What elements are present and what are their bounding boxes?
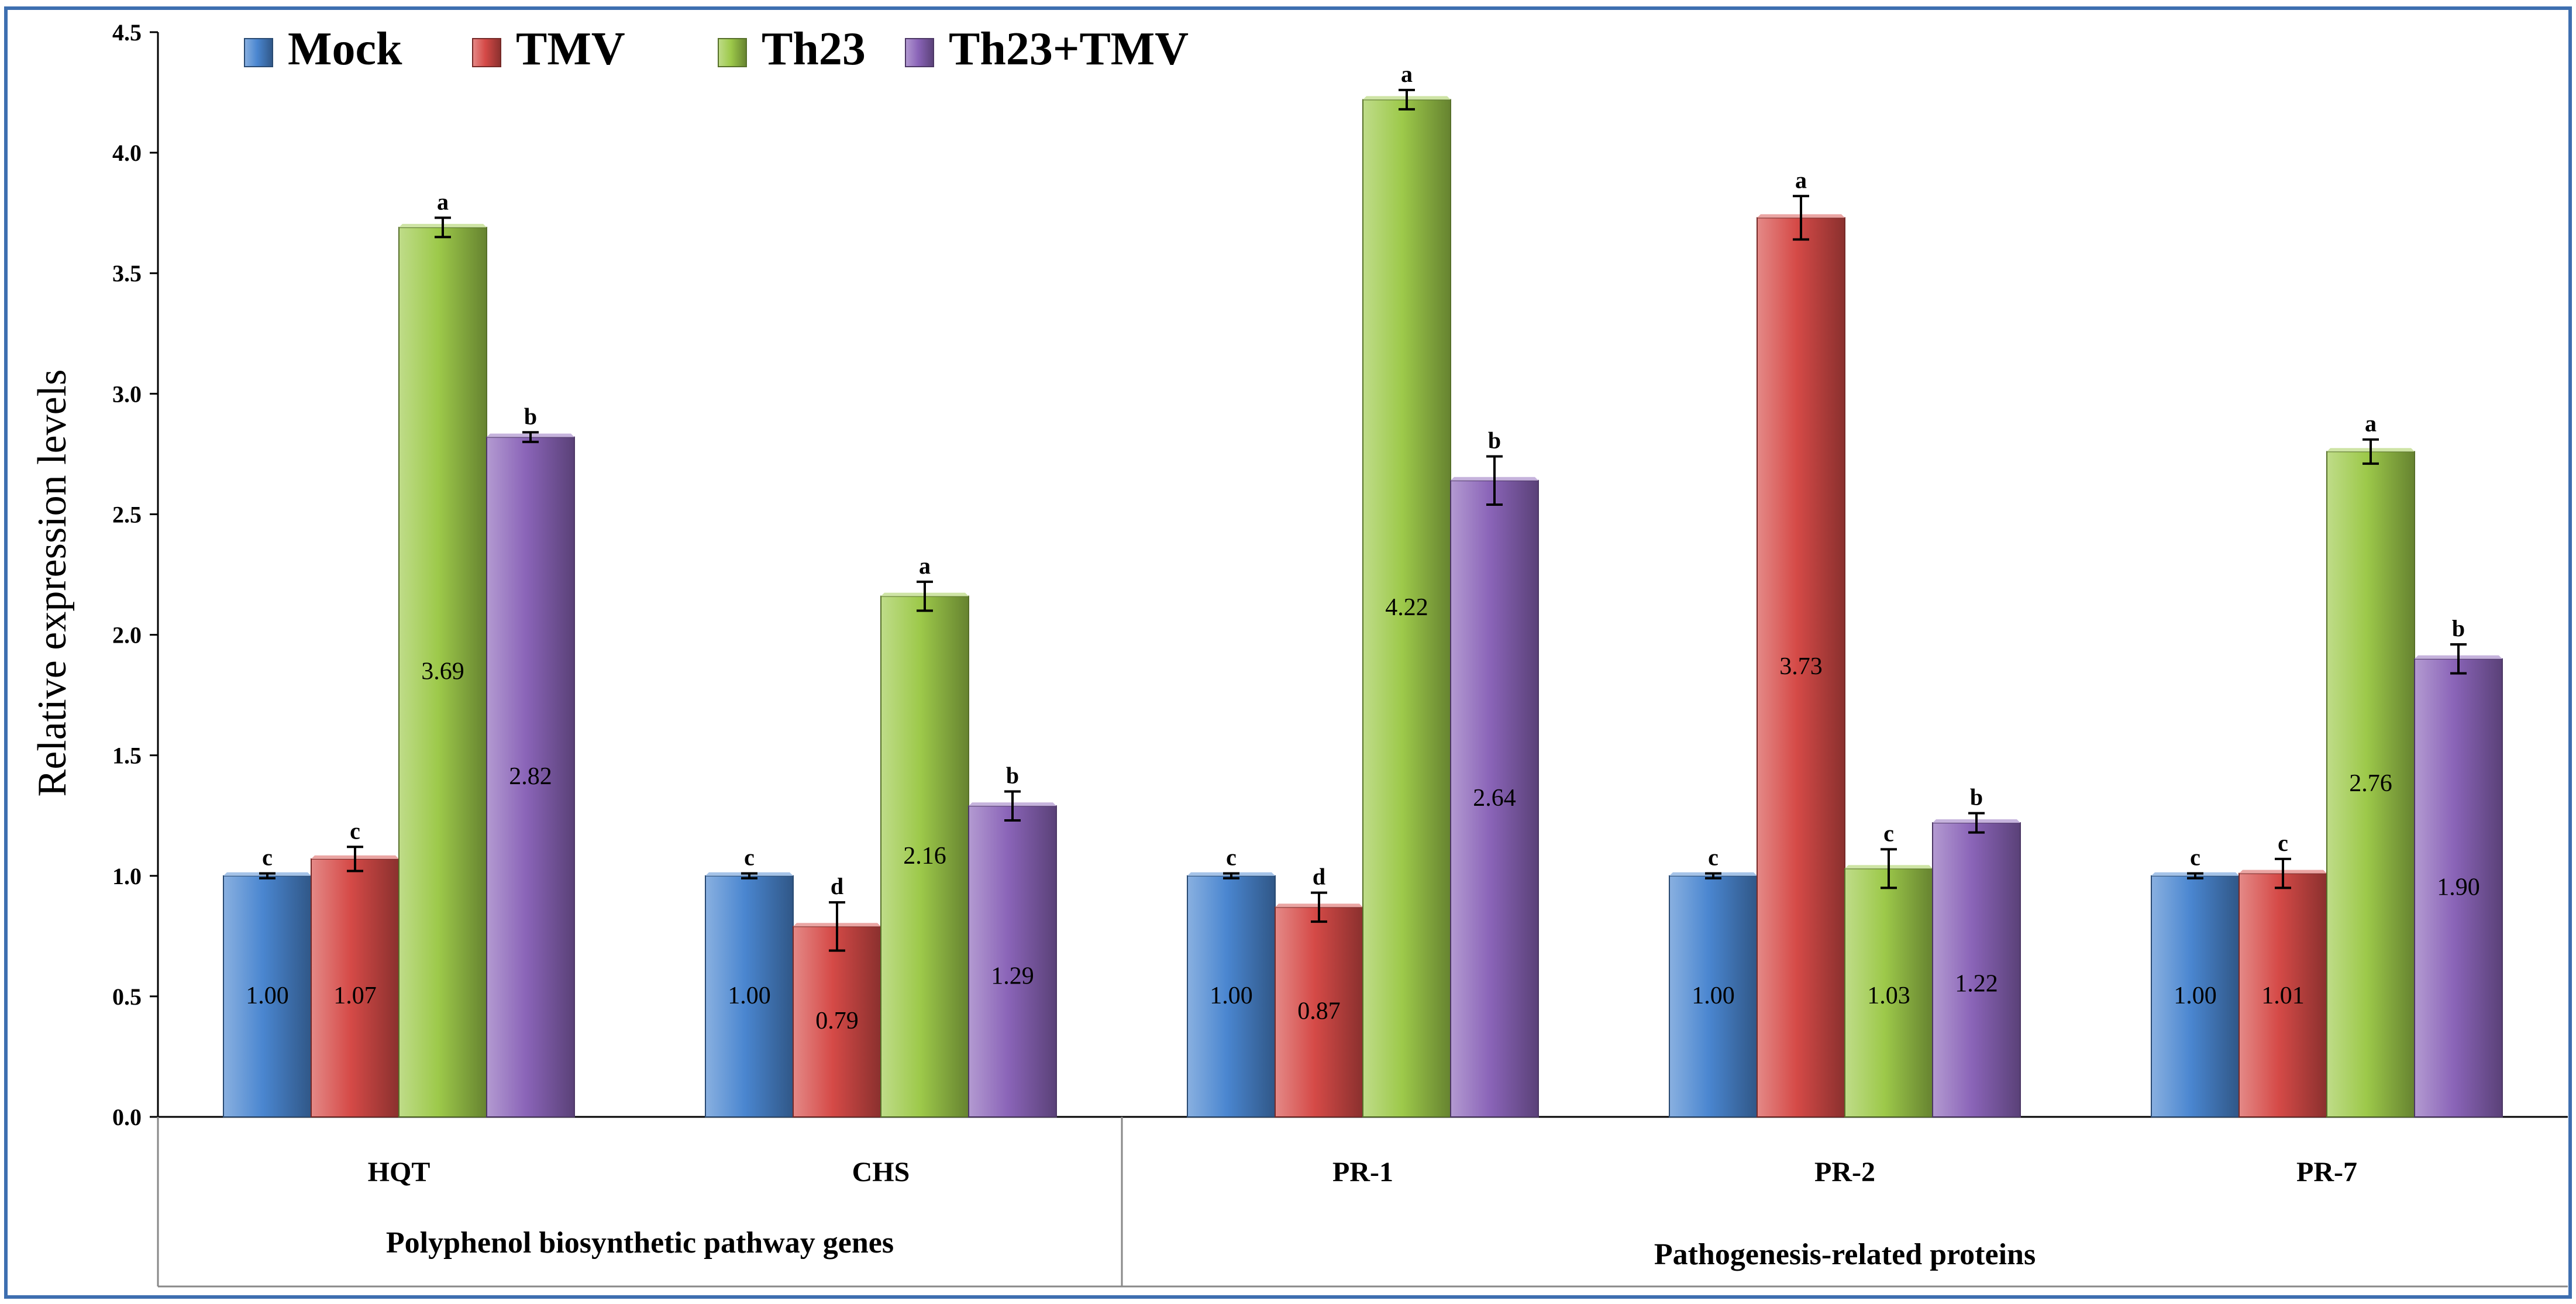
significance-letter: b <box>1970 784 1983 810</box>
bar <box>2414 658 2503 1118</box>
significance-letter: d <box>1313 864 1325 890</box>
bar-value-label: 3.73 <box>1779 653 1823 680</box>
y-tick-label: 0.0 <box>112 1104 142 1130</box>
bar-value-label: 2.82 <box>509 763 552 790</box>
legend-label: Mock <box>288 23 402 75</box>
significance-letter: a <box>2365 410 2377 437</box>
significance-letter: c <box>350 817 360 844</box>
legend-swatch <box>718 38 747 67</box>
bar-value-label: 1.00 <box>1210 982 1253 1009</box>
legend-swatch <box>244 38 273 67</box>
significance-letter: b <box>524 403 537 429</box>
bar-value-label: 2.76 <box>2349 770 2392 797</box>
y-axis-title: Relative expression levels <box>30 370 75 797</box>
significance-letter: a <box>1401 61 1413 87</box>
x-category-label: CHS <box>852 1157 910 1188</box>
x-category-label: PR-7 <box>2296 1157 2357 1188</box>
legend-swatch <box>472 38 501 67</box>
bar-value-label: 1.03 <box>1867 982 1910 1009</box>
bar-value-label: 1.90 <box>2437 874 2480 901</box>
significance-letter: c <box>262 844 273 871</box>
x-category-label: PR-2 <box>1814 1157 1875 1188</box>
significance-letter: c <box>2278 830 2288 856</box>
bar <box>311 858 400 1118</box>
significance-letter: a <box>1795 167 1807 193</box>
y-tick-label: 1.0 <box>112 863 142 889</box>
bar-value-label: 0.79 <box>815 1008 859 1034</box>
bar <box>2326 451 2415 1117</box>
x-category-label: PR-1 <box>1332 1157 1393 1188</box>
bar <box>398 226 487 1117</box>
bar <box>1844 868 1933 1118</box>
bar <box>968 805 1057 1117</box>
y-tick-label: 0.5 <box>112 984 142 1010</box>
significance-letter: c <box>1883 820 1894 846</box>
bar <box>1362 99 1451 1117</box>
bar-value-label: 3.69 <box>421 658 464 685</box>
bar-value-label: 1.29 <box>991 963 1034 990</box>
bar <box>223 875 312 1118</box>
bar <box>486 436 575 1117</box>
bar-value-label: 1.07 <box>333 982 377 1009</box>
significance-letter: b <box>2452 615 2465 641</box>
x-group-label: Polyphenol biosynthetic pathway genes <box>386 1226 894 1260</box>
legend-label: TMV <box>516 23 625 75</box>
data-labels: c 1.00 c 1.07 a 3.69 b 2.82 c 1.00 d 0.79 a 2.16 b 1.29… <box>246 61 2480 1034</box>
bar-value-label: 1.22 <box>1955 971 1998 998</box>
significance-letter: c <box>1708 844 1719 871</box>
y-tick-label: 1.5 <box>112 743 142 769</box>
bar-value-label: 0.87 <box>1297 998 1341 1025</box>
x-group-label: Pathogenesis-related proteins <box>1654 1238 2036 1271</box>
legend-swatch <box>905 38 934 67</box>
y-tick-label: 3.5 <box>112 260 142 287</box>
significance-letter: d <box>831 873 843 899</box>
significance-letter: c <box>744 844 755 871</box>
bars <box>223 88 2503 1118</box>
bar <box>2151 875 2240 1118</box>
bar-value-label: 1.01 <box>2261 982 2305 1009</box>
bar-value-label: 1.00 <box>246 982 289 1009</box>
significance-letter: b <box>1488 427 1501 454</box>
y-tick-label: 4.5 <box>112 19 142 46</box>
bar-value-label: 2.64 <box>1473 785 1516 812</box>
y-tick-label: 2.0 <box>112 622 142 648</box>
bar-value-label: 4.22 <box>1385 594 1428 621</box>
y-tick-label: 2.5 <box>112 501 142 527</box>
bar <box>1450 479 1539 1118</box>
bar <box>1187 875 1276 1118</box>
x-category-label: HQT <box>368 1157 431 1188</box>
y-tick-label: 3.0 <box>112 381 142 407</box>
legend-label: Th23 <box>762 23 866 75</box>
significance-letter: a <box>919 553 931 579</box>
significance-letter: c <box>1226 844 1237 871</box>
bar <box>880 595 969 1117</box>
y-tick-label: 4.0 <box>112 140 142 166</box>
legend: Mock TMV Th23 Th23+TMV <box>244 23 1189 75</box>
significance-letter: b <box>1006 763 1019 789</box>
bar <box>1932 822 2021 1117</box>
bar-value-label: 2.16 <box>903 843 946 870</box>
significance-letter: a <box>437 188 449 215</box>
bar <box>1757 217 1845 1117</box>
significance-letter: c <box>2190 844 2200 871</box>
bar <box>1275 906 1363 1118</box>
bar-value-label: 1.00 <box>1692 982 1735 1009</box>
bar <box>705 875 794 1118</box>
legend-label: Th23+TMV <box>949 23 1189 75</box>
bar-value-label: 1.00 <box>2174 982 2217 1009</box>
bar-value-label: 1.00 <box>728 982 771 1009</box>
